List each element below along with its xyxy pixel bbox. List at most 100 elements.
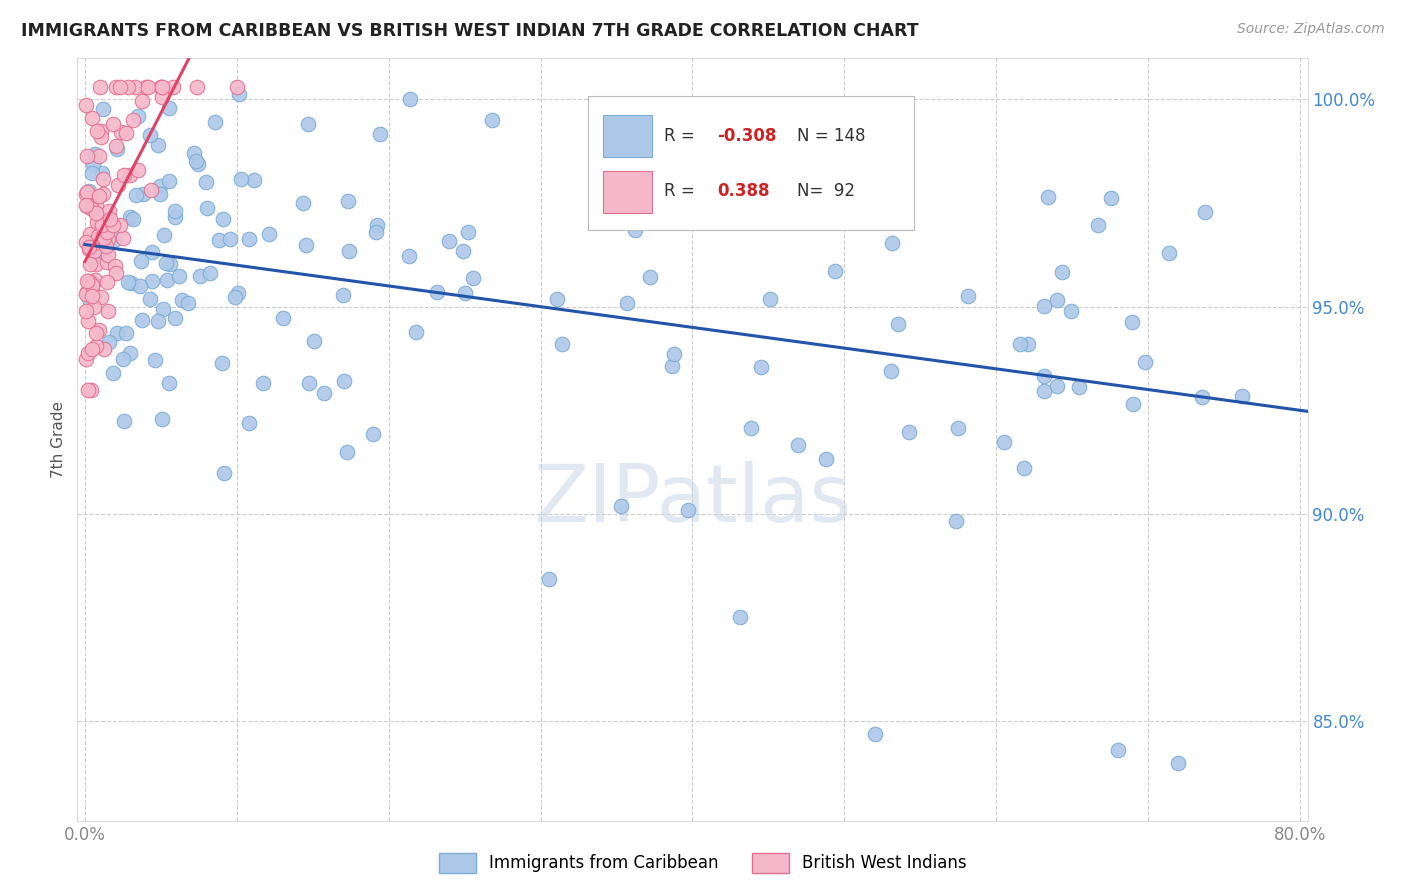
Point bbox=[1122, 397, 1144, 411]
Bar bbox=[603, 115, 652, 157]
Point bbox=[107, 326, 129, 341]
Point bbox=[82, 277, 104, 292]
Point bbox=[368, 127, 391, 141]
Point bbox=[224, 290, 246, 304]
Point bbox=[162, 80, 184, 95]
Point bbox=[333, 374, 356, 388]
Point bbox=[214, 467, 236, 481]
Point bbox=[1121, 315, 1143, 329]
Point bbox=[84, 339, 107, 353]
Point bbox=[79, 257, 101, 271]
Point bbox=[80, 288, 103, 302]
Point bbox=[86, 214, 108, 228]
Point bbox=[75, 186, 97, 201]
Point bbox=[238, 232, 260, 246]
Point bbox=[75, 98, 97, 112]
Point bbox=[93, 230, 115, 244]
Point bbox=[138, 128, 160, 142]
Legend: Immigrants from Caribbean, British West Indians: Immigrants from Caribbean, British West … bbox=[433, 847, 973, 880]
Point bbox=[1107, 743, 1129, 757]
Point bbox=[80, 202, 103, 216]
Point bbox=[200, 266, 222, 280]
Point bbox=[97, 303, 120, 318]
Point bbox=[1157, 245, 1180, 260]
Point bbox=[759, 292, 782, 306]
Point bbox=[112, 230, 135, 244]
Point bbox=[77, 313, 100, 327]
Point bbox=[79, 292, 101, 306]
Point bbox=[157, 174, 180, 188]
Point bbox=[101, 218, 124, 232]
Point bbox=[170, 293, 193, 307]
Point bbox=[149, 80, 172, 95]
Point bbox=[79, 227, 101, 241]
Point bbox=[546, 292, 568, 306]
Point bbox=[100, 212, 122, 227]
Point bbox=[457, 225, 479, 239]
Point bbox=[124, 80, 146, 95]
Point bbox=[127, 109, 149, 123]
Point bbox=[337, 244, 360, 258]
Point bbox=[98, 334, 121, 349]
Point bbox=[208, 233, 231, 247]
Point bbox=[163, 210, 186, 224]
Point bbox=[76, 199, 98, 213]
Point bbox=[107, 178, 129, 192]
Point bbox=[225, 80, 247, 95]
Text: IMMIGRANTS FROM CARIBBEAN VS BRITISH WEST INDIAN 7TH GRADE CORRELATION CHART: IMMIGRANTS FROM CARIBBEAN VS BRITISH WES… bbox=[21, 22, 918, 40]
Text: R =: R = bbox=[664, 127, 700, 145]
Point bbox=[195, 202, 218, 216]
Point bbox=[610, 499, 633, 513]
Point bbox=[93, 231, 115, 245]
Point bbox=[295, 237, 318, 252]
Point bbox=[101, 366, 124, 380]
Point bbox=[125, 187, 148, 202]
Point bbox=[103, 117, 125, 131]
Point bbox=[80, 166, 103, 180]
Y-axis label: 7th Grade: 7th Grade bbox=[51, 401, 66, 478]
Point bbox=[79, 185, 101, 199]
Point bbox=[405, 325, 427, 339]
Point bbox=[647, 186, 669, 200]
Point bbox=[150, 412, 173, 426]
Point bbox=[96, 225, 118, 239]
Point bbox=[1012, 461, 1035, 475]
Point bbox=[87, 323, 110, 337]
Point bbox=[880, 364, 903, 378]
Point bbox=[118, 168, 141, 182]
Point bbox=[152, 301, 174, 316]
Point bbox=[863, 726, 886, 740]
Point bbox=[105, 142, 128, 156]
Point bbox=[141, 183, 163, 197]
Point bbox=[257, 227, 280, 242]
Point bbox=[159, 257, 181, 271]
Point bbox=[87, 149, 110, 163]
Point bbox=[127, 163, 149, 178]
Point bbox=[640, 270, 662, 285]
Point bbox=[211, 356, 233, 370]
Point bbox=[80, 278, 103, 293]
Point bbox=[90, 289, 112, 303]
Point bbox=[218, 232, 240, 246]
Point bbox=[212, 211, 235, 226]
Point bbox=[887, 317, 910, 331]
Point bbox=[136, 80, 159, 95]
Point bbox=[96, 275, 118, 289]
Point bbox=[551, 337, 574, 351]
Point bbox=[332, 287, 354, 301]
Point bbox=[186, 80, 208, 95]
Point bbox=[291, 196, 314, 211]
Point bbox=[252, 376, 274, 391]
Point bbox=[1032, 299, 1054, 313]
Point bbox=[105, 80, 128, 95]
Point bbox=[898, 425, 921, 439]
Point bbox=[149, 186, 172, 201]
Point bbox=[993, 435, 1015, 450]
Point bbox=[228, 87, 250, 101]
Point bbox=[242, 173, 264, 187]
Point bbox=[77, 242, 100, 256]
Point bbox=[76, 274, 98, 288]
Point bbox=[108, 218, 131, 232]
Point bbox=[76, 285, 98, 299]
Point bbox=[87, 229, 110, 244]
